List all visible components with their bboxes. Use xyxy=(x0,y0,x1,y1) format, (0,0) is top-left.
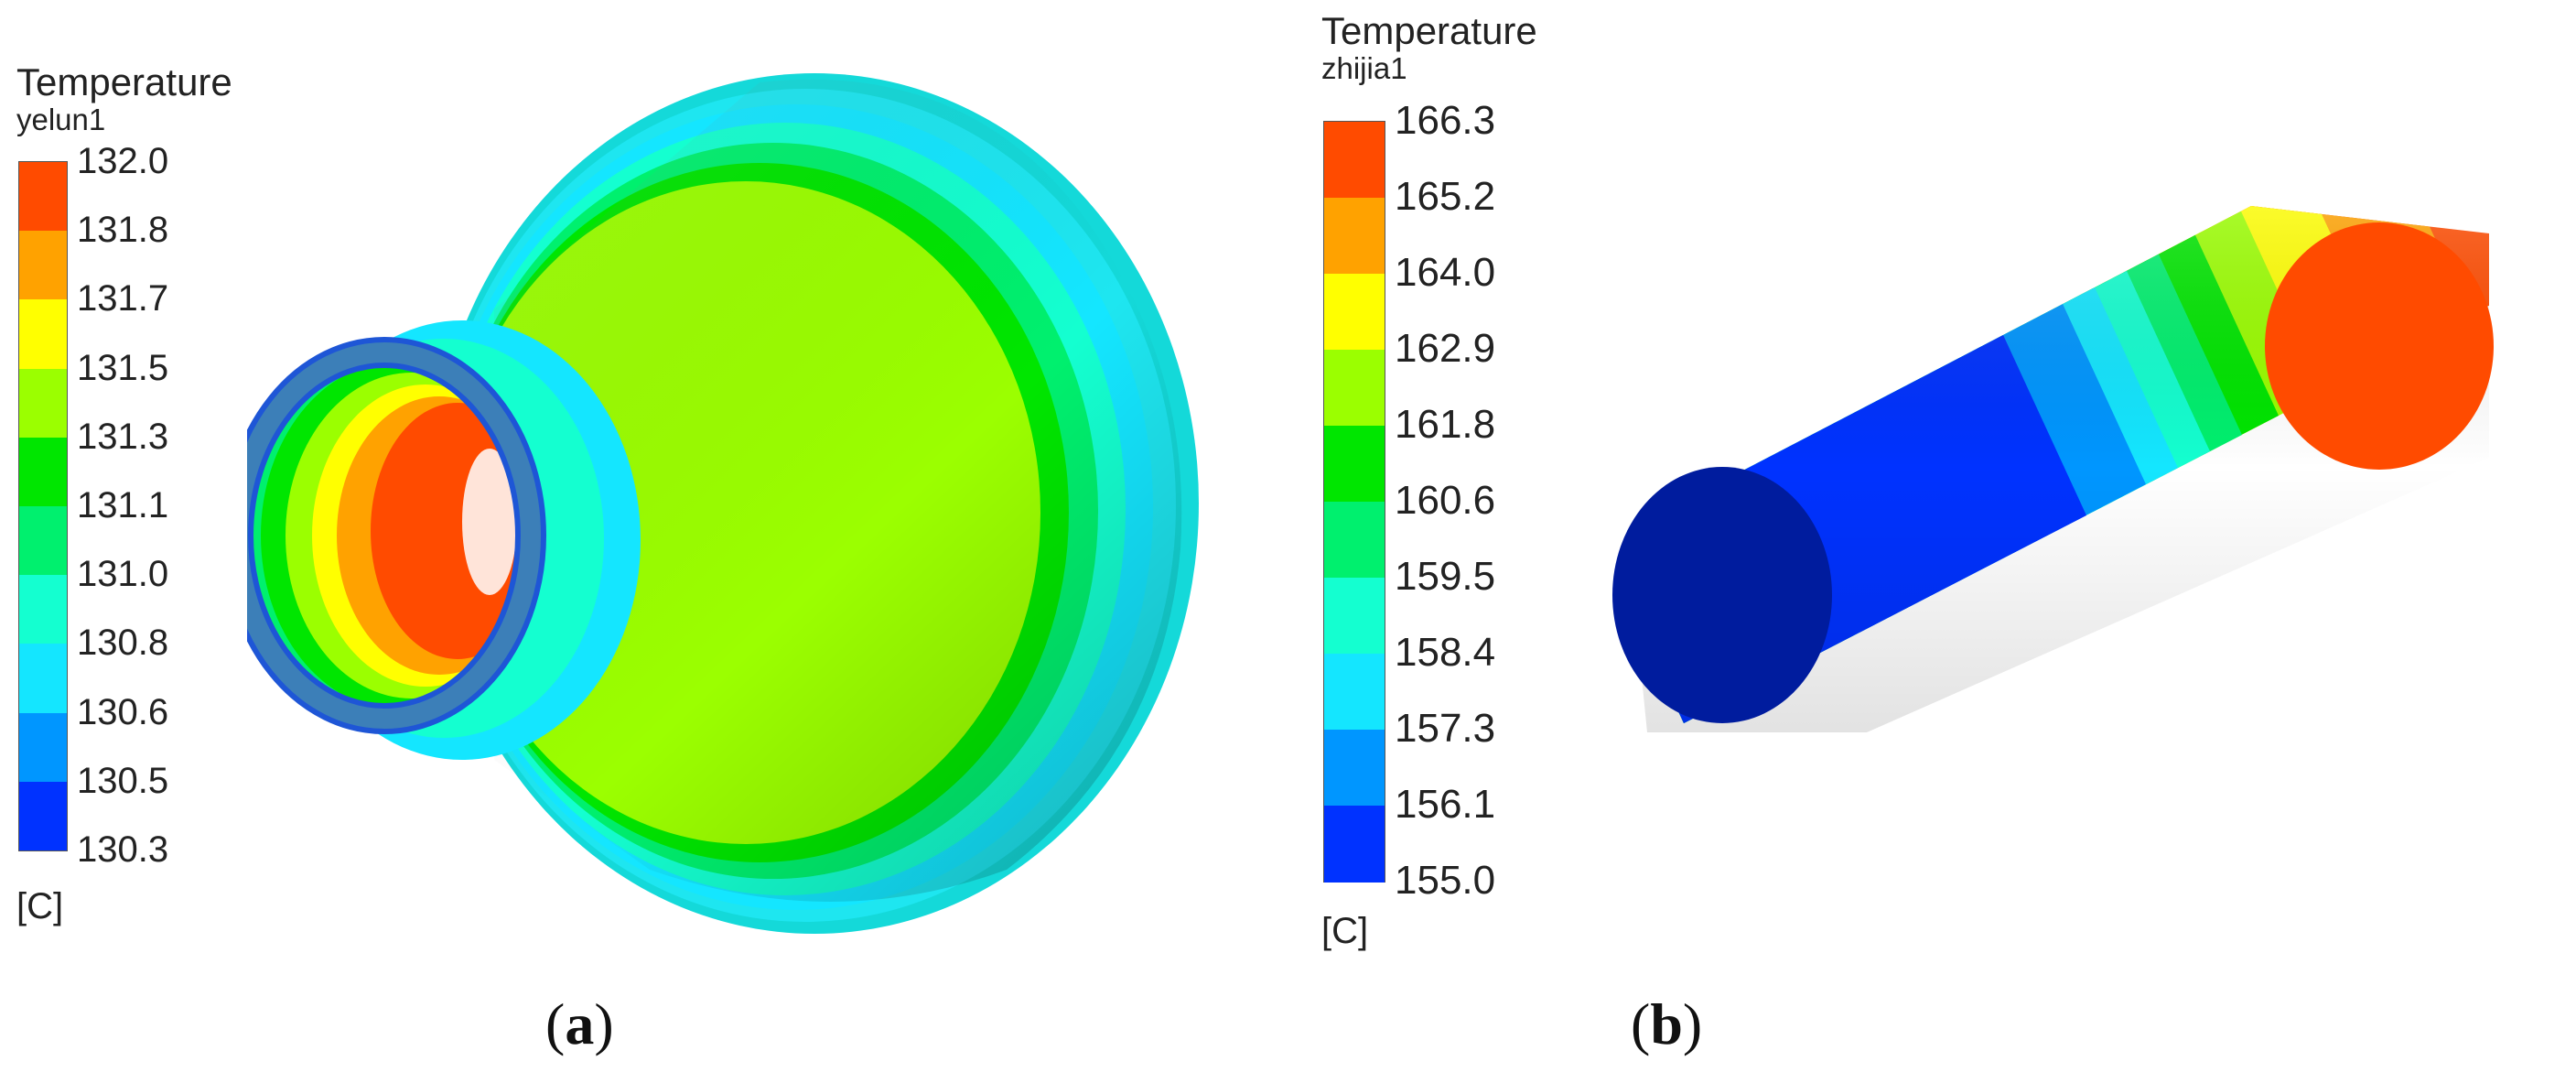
legend-tick-label: 162.9 xyxy=(1395,326,1496,371)
colorbar-swatch xyxy=(19,368,67,439)
colorbar-swatch xyxy=(1324,122,1385,199)
legend-tick-label: 130.6 xyxy=(77,691,169,732)
legend-b-subtitle: zhijia1 xyxy=(1321,51,1407,85)
cylinder-end-cap-left xyxy=(1612,467,1832,723)
legend-tick-label: 131.1 xyxy=(77,485,169,525)
legend-b-title-text: Temperature xyxy=(1321,9,1537,52)
legend-tick-label: 166.3 xyxy=(1395,98,1496,143)
colorbar-swatch xyxy=(1324,350,1385,427)
colorbar-swatch xyxy=(19,781,67,851)
panel-b: Temperature zhijia1 166.3 165.2 164.0 162.9… xyxy=(1281,0,2576,1083)
colorbar-swatch xyxy=(19,231,67,300)
legend-a-title-text: Temperature xyxy=(16,60,232,103)
legend-tick-label: 155.0 xyxy=(1395,858,1496,903)
legend-tick-label: 131.0 xyxy=(77,554,169,595)
colorbar-swatch xyxy=(1324,502,1385,579)
legend-b-unit: [C] xyxy=(1321,911,1369,951)
legend-tick-label: 131.3 xyxy=(77,416,169,457)
legend-tick-label: 165.2 xyxy=(1395,174,1496,219)
caption-a-letter: a xyxy=(565,991,595,1056)
legend-tick-label: 131.7 xyxy=(77,278,169,319)
colorbar-swatch xyxy=(19,162,67,232)
colorbar-swatch xyxy=(1324,578,1385,655)
legend-a-colorbar xyxy=(18,161,68,851)
legend-a-title: Temperature yelun1 xyxy=(16,60,232,137)
colorbar-swatch xyxy=(19,644,67,714)
impeller-model xyxy=(247,73,1199,934)
panel-a: Temperature yelun1 132.0 131.8 131.7 131.5 1… xyxy=(0,0,1281,1083)
legend-a-unit: [C] xyxy=(16,886,64,926)
legend-tick-label: 130.3 xyxy=(77,829,169,870)
legend-tick-label: 130.8 xyxy=(77,623,169,664)
support-cylinder-model xyxy=(1612,206,2494,732)
front-ring xyxy=(247,337,546,734)
caption-b: (b) xyxy=(1631,991,1703,1056)
colorbar-swatch xyxy=(1324,426,1385,503)
colorbar-swatch xyxy=(19,575,67,644)
legend-tick-label: 130.5 xyxy=(77,760,169,801)
legend-tick-label: 161.8 xyxy=(1395,402,1496,447)
legend-b-colorbar xyxy=(1323,121,1385,883)
legend-tick-label: 160.6 xyxy=(1395,478,1496,523)
colorbar-swatch xyxy=(19,712,67,783)
legend-tick-label: 156.1 xyxy=(1395,782,1496,827)
bore-bands xyxy=(247,352,544,719)
colorbar-swatch xyxy=(19,506,67,576)
legend-tick-label: 132.0 xyxy=(77,141,169,181)
colorbar-swatch xyxy=(19,299,67,370)
colorbar-swatch xyxy=(1324,198,1385,275)
colorbar-swatch xyxy=(1324,274,1385,351)
legend-tick-label: 131.8 xyxy=(77,210,169,251)
colorbar-swatch xyxy=(1324,806,1385,883)
legend-b-title: Temperature zhijia1 xyxy=(1321,9,1537,86)
legend-tick-label: 158.4 xyxy=(1395,630,1496,675)
caption-b-letter: b xyxy=(1650,991,1683,1056)
legend-a-subtitle: yelun1 xyxy=(16,103,106,136)
legend-tick-label: 131.5 xyxy=(77,347,169,388)
legend-tick-label: 159.5 xyxy=(1395,554,1496,599)
cylinder-end-cap-right xyxy=(2265,222,2494,470)
colorbar-swatch xyxy=(1324,654,1385,731)
legend-tick-label: 157.3 xyxy=(1395,706,1496,751)
colorbar-swatch xyxy=(19,437,67,507)
colorbar-swatch xyxy=(1324,730,1385,807)
legend-tick-label: 164.0 xyxy=(1395,250,1496,295)
caption-a: (a) xyxy=(545,991,614,1056)
